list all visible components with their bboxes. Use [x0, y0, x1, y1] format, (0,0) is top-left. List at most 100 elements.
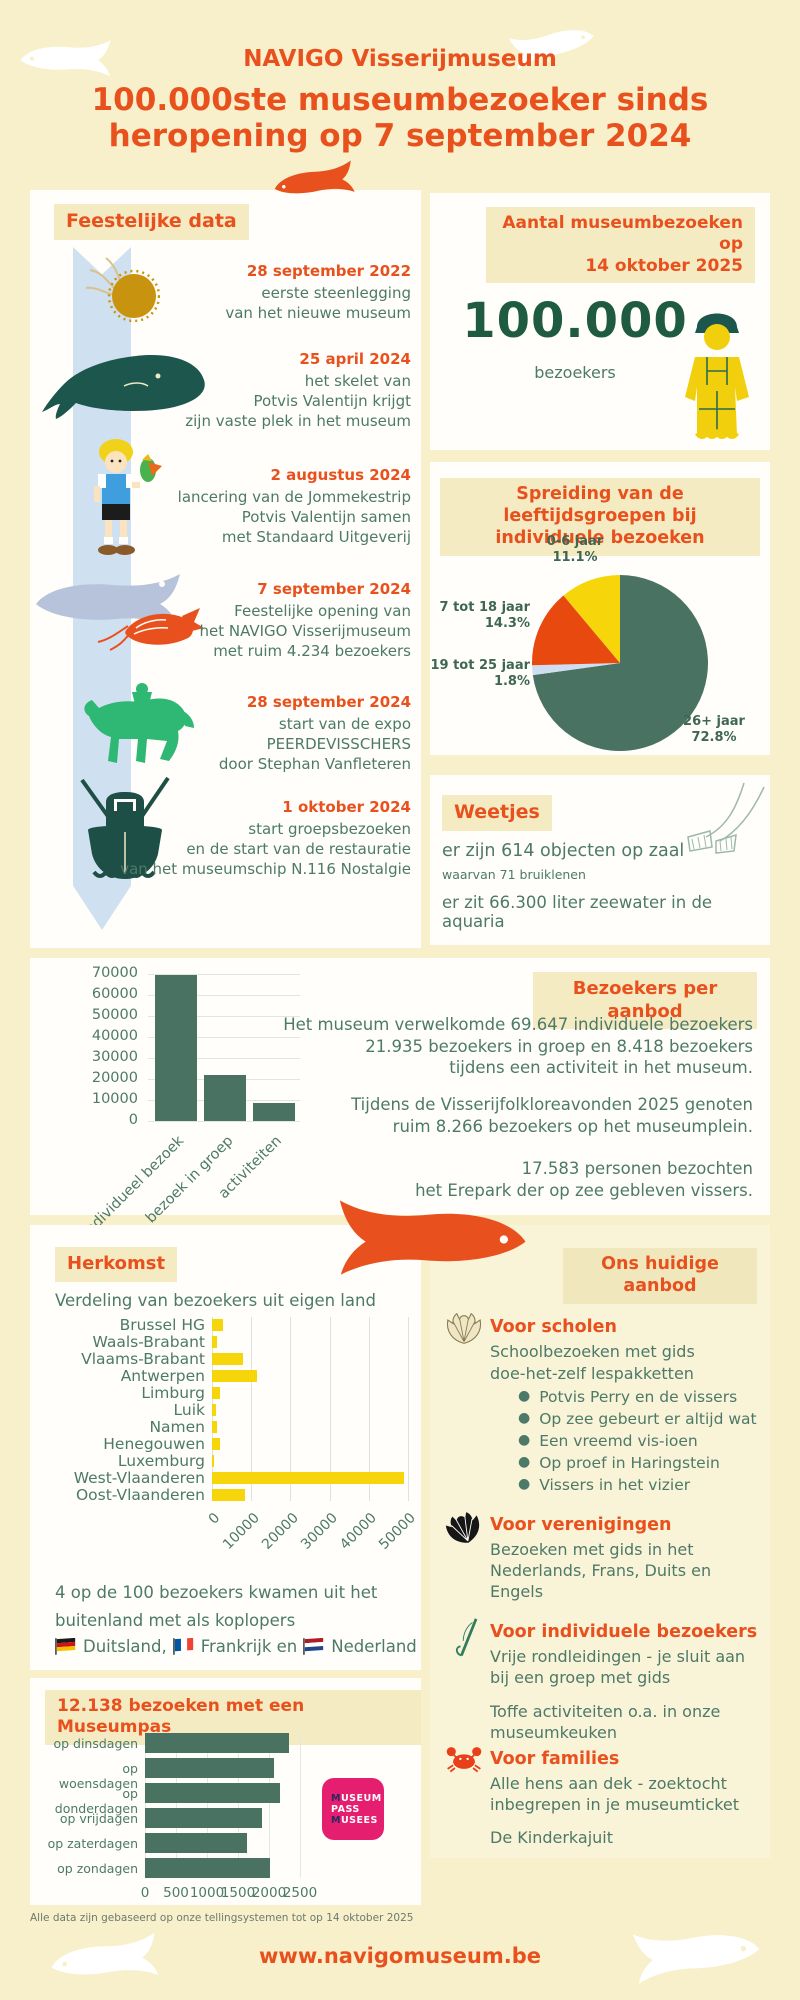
counter-title: Aantal museumbezoeken op 14 oktober 2025 [486, 207, 755, 283]
bullet-text: Op proef in Haringstein [539, 1454, 720, 1472]
pie-label-name: 26+ jaar [683, 714, 745, 729]
age-chart-title-line1: Spreiding van de leeftijdsgroepen bij [503, 484, 697, 526]
bullet-icon: ● [518, 1388, 531, 1404]
visitor-count: 100.000 [462, 293, 688, 349]
bar-activiteiten [253, 1103, 295, 1121]
pie-slice-26+ jaar [532, 575, 708, 751]
x-tick-label: 50000 [376, 1510, 420, 1553]
weetjes-title: Weetjes [442, 795, 552, 831]
bullet-text: Potvis Perry en de vissers [539, 1388, 738, 1406]
day-label: op zondagen [57, 1861, 138, 1876]
bar-Brussel HG [212, 1319, 223, 1331]
gridline [251, 1317, 253, 1501]
flag-france-icon [172, 1638, 193, 1655]
pie-label-pct: 72.8% [691, 730, 737, 745]
province-label: West-Vlaanderen [73, 1469, 205, 1487]
event-text: het NAVIGO Visserijmuseum [199, 622, 411, 640]
scallop-shell-icon [444, 1311, 484, 1351]
pie-label-0-6: 0-6 jaar 11.1% [520, 534, 630, 566]
museumpas-logo-line: MUSEUM [331, 1792, 382, 1804]
y-tick-label: 70000 [91, 965, 138, 981]
event-text: Potvis Valentijn krijgt [253, 392, 411, 410]
gridline [300, 1733, 301, 1878]
bullet-text: Een vreemd vis-ioen [539, 1432, 698, 1450]
paragraph-line: ruim 8.266 bezoekers op het museumplein. [392, 1116, 753, 1136]
fact-seawater: er zit 66.300 liter zeewater in de aquar… [442, 893, 713, 931]
gridline [176, 1733, 177, 1878]
paragraph-line: 17.583 personen bezochten [521, 1159, 753, 1178]
section-scholen-title: Voor scholen [490, 1317, 617, 1337]
lespakket-item: ● Potvis Perry en de vissers [518, 1388, 737, 1406]
bar-op woensdagen [145, 1758, 274, 1778]
lespakket-item: ● Op zee gebeurt er altijd wat [518, 1410, 757, 1428]
bar-bezoek in groep [204, 1074, 246, 1121]
section-line: bij een groep met gids [490, 1668, 671, 1687]
herkomst-subtitle: Verdeling van bezoekers uit eigen land [55, 1291, 376, 1310]
y-tick-label: 40000 [91, 1028, 138, 1044]
timeline-event: 7 september 2024 Feestelijke opening van… [111, 580, 411, 661]
herkomst-note-line1: 4 op de 100 bezoekers kwamen uit het [55, 1583, 378, 1602]
section-line: Alle hens aan dek - zoektocht [490, 1774, 727, 1793]
bar-Vlaams-Brabant [212, 1353, 244, 1365]
fish-shrimp-icon [32, 570, 204, 654]
counter-title-line1: Aantal museumbezoeken op [502, 213, 743, 255]
event-text: met ruim 4.234 bezoekers [213, 642, 411, 660]
event-text: het skelet van [304, 372, 411, 390]
herkomst-panel: Herkomst Verdeling van bezoekers uit eig… [30, 1225, 421, 1670]
x-tick-label: 2500 [282, 1885, 318, 1901]
pie-label-pct: 11.1% [552, 550, 598, 565]
event-text: lancering van de Jommekestrip [177, 488, 411, 506]
website-link[interactable]: www.navigomuseum.be [259, 1944, 541, 1968]
day-label: op vrijdagen [59, 1811, 138, 1826]
paragraph-line: het Erepark der op zee gebleven vissers. [415, 1180, 753, 1200]
event-text: start groepsbezoeken [248, 820, 411, 838]
pie-label-26plus: 26+ jaar 72.8% [668, 714, 760, 746]
province-label: Limburg [141, 1384, 205, 1402]
y-tick-label: 0 [128, 1112, 138, 1128]
age-pie-chart [532, 575, 708, 751]
province-label: Antwerpen [120, 1367, 205, 1385]
country-name: Duitsland, [83, 1637, 167, 1656]
section-line: Schoolbezoeken met gids [490, 1342, 695, 1361]
museumpas-logo: MUSEUM PASS MUSEES [322, 1778, 384, 1840]
event-text: PEERDEVISSCHERS [266, 735, 411, 753]
day-label: op zaterdagen [47, 1836, 138, 1851]
aanbod-paragraph-1: Het museum verwelkomde 69.647 individuel… [283, 1014, 753, 1079]
whale-icon [38, 346, 206, 422]
museumpas-logo-line: PASS [331, 1803, 360, 1815]
gridline [290, 1317, 292, 1501]
paragraph-line: 21.935 bezoekers in groep en 8.418 bezoe… [365, 1036, 753, 1056]
paragraph-line: Het museum verwelkomde 69.647 individuel… [283, 1015, 753, 1034]
x-tick-label: 1500 [220, 1885, 256, 1901]
gridline [329, 1317, 331, 1501]
gridline [148, 1121, 300, 1122]
visitor-counter-panel: Aantal museumbezoeken op 14 oktober 2025… [430, 193, 770, 450]
white-fish-icon [45, 1920, 169, 2000]
bar-Namen [212, 1421, 217, 1433]
fisherman-icon [675, 301, 760, 443]
event-text: van het nieuwe museum [225, 304, 411, 322]
museumpas-panel: 12.138 bezoeken met een Museumpas 0 500 10… [30, 1678, 421, 1905]
bullet-text: Vissers in het vizier [539, 1476, 691, 1494]
page-title-line1: 100.000ste museumbezoeker sinds [91, 82, 709, 118]
pie-slice-19 tot 25 jaar [532, 663, 620, 676]
province-label: Luik [173, 1401, 205, 1419]
section-line: Vrije rondleidingen - je sluit aan [490, 1647, 746, 1666]
bullet-icon: ● [518, 1432, 531, 1448]
event-text: zijn vaste plek in het museum [185, 412, 411, 430]
fact-objects: er zijn 614 objecten op zaal [442, 841, 685, 861]
age-chart-title-line2: individuele bezoeken [495, 527, 705, 548]
black-shell-icon [444, 1511, 484, 1551]
event-text: Potvis Valentijn samen [241, 508, 411, 526]
top-countries: Duitsland, Frankrijk en Nederland [55, 1637, 417, 1656]
bar-Limburg [212, 1387, 220, 1399]
bullet-text: Op zee gebeurt er altijd wat [539, 1410, 757, 1428]
bullet-icon: ● [518, 1476, 531, 1492]
event-date: 28 september 2022 [246, 262, 411, 280]
gridline [145, 1733, 146, 1878]
pie-label-name: 0-6 jaar [546, 534, 604, 549]
province-label: Luxemburg [117, 1452, 205, 1470]
lespakket-item: ● Op proef in Haringstein [518, 1454, 720, 1472]
event-text: van het museumschip N.116 Nostalgie [120, 860, 411, 878]
bar-op vrijdagen [145, 1808, 263, 1828]
